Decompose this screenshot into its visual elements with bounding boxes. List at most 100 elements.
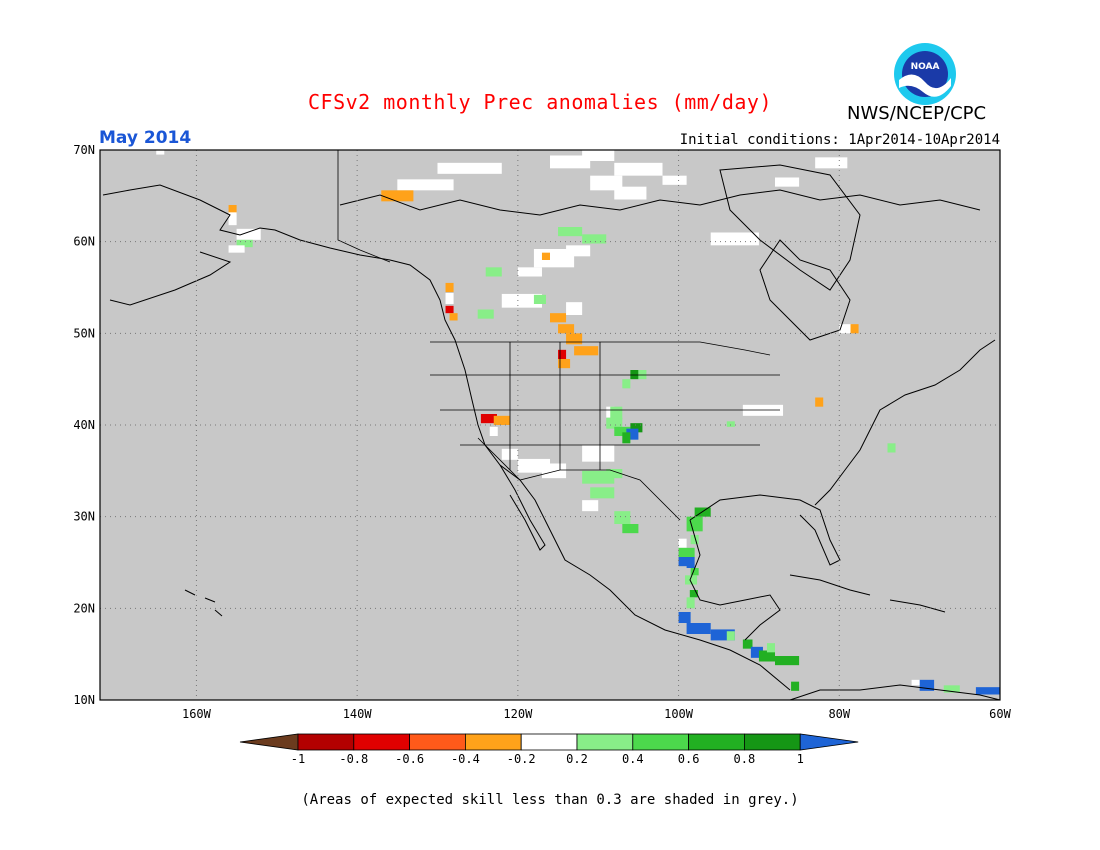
anomaly-cell bbox=[541, 252, 550, 260]
anomaly-cell bbox=[437, 162, 502, 174]
anomaly-cell bbox=[566, 245, 591, 257]
anomaly-cell bbox=[815, 397, 824, 407]
anomaly-cell bbox=[686, 597, 695, 609]
anomaly-cell bbox=[626, 428, 639, 440]
anomaly-cell bbox=[622, 432, 631, 444]
lat-label: 60N bbox=[73, 235, 95, 249]
anomaly-cell bbox=[566, 302, 583, 315]
lat-label: 30N bbox=[73, 510, 95, 524]
anomaly-cell bbox=[236, 228, 261, 240]
logo-label: NOAA bbox=[911, 62, 940, 72]
anomaly-cell bbox=[750, 646, 763, 658]
anomaly-cell bbox=[630, 423, 643, 433]
colorbar-box bbox=[576, 733, 634, 751]
lat-label: 50N bbox=[73, 326, 95, 340]
anomaly-cell bbox=[690, 535, 699, 545]
anomaly-cell bbox=[742, 639, 753, 649]
lat-label: 40N bbox=[73, 418, 95, 432]
anomaly-cell bbox=[775, 177, 800, 187]
anomaly-cell bbox=[678, 538, 687, 548]
colorbar-tick-label: -0.2 bbox=[507, 752, 536, 766]
border-line bbox=[430, 341, 771, 356]
lon-label: 120W bbox=[503, 707, 533, 721]
anomaly-cell bbox=[517, 267, 542, 277]
anomaly-cell bbox=[558, 349, 567, 359]
anomaly-cell bbox=[449, 313, 458, 321]
anomaly-cell bbox=[614, 162, 663, 176]
anomaly-cell bbox=[638, 370, 647, 380]
lon-label: 160W bbox=[182, 707, 212, 721]
organization-label: NWS/NCEP/CPC bbox=[847, 103, 987, 124]
anomaly-cell bbox=[541, 463, 567, 479]
colorbar-tick-label: 0.8 bbox=[734, 752, 756, 766]
anomaly-cell bbox=[566, 333, 583, 345]
anomaly-cell bbox=[678, 557, 691, 567]
grid-lines bbox=[100, 150, 1000, 700]
plot-frame bbox=[99, 149, 1001, 701]
anomaly-cell bbox=[815, 157, 848, 169]
lon-label: 60W bbox=[989, 707, 1011, 721]
colorbar-arrow-left bbox=[239, 733, 299, 751]
anomaly-cell bbox=[710, 232, 759, 246]
anomaly-cell bbox=[445, 282, 454, 293]
anomaly-cell bbox=[477, 309, 494, 319]
anomaly-cell bbox=[606, 417, 623, 429]
anomaly-cell bbox=[582, 146, 615, 161]
anomaly-cell bbox=[445, 305, 454, 314]
anomaly-cell bbox=[590, 487, 615, 499]
colorbar-box bbox=[409, 733, 466, 751]
anomaly-cell bbox=[228, 205, 237, 215]
longitude-labels: 160W 140W 120W 100W 80W 60W bbox=[182, 707, 1012, 721]
colorbar-tick-label: 0.2 bbox=[566, 752, 588, 766]
anomaly-cell bbox=[726, 631, 735, 641]
coastline bbox=[499, 464, 546, 551]
colorbar bbox=[239, 733, 859, 751]
anomaly-cell bbox=[678, 547, 695, 557]
anomaly-cell bbox=[582, 234, 607, 244]
colorbar-labels: -1 -0.8 -0.6 -0.4 -0.2 0.2 0.4 0.6 0.8 1 bbox=[291, 752, 804, 766]
map-title: CFSv2 monthly Prec anomalies (mm/day) bbox=[307, 90, 773, 114]
colorbar-tick-label: 0.6 bbox=[678, 752, 700, 766]
anomaly-cell bbox=[485, 267, 502, 277]
anomaly-cell bbox=[690, 568, 699, 576]
lon-label: 100W bbox=[664, 707, 694, 721]
colorbar-tick-label: 0.4 bbox=[622, 752, 644, 766]
border-line bbox=[337, 150, 391, 263]
lat-label: 70N bbox=[73, 143, 95, 157]
anomaly-cell bbox=[558, 359, 571, 369]
colorbar-box bbox=[297, 733, 355, 751]
anomaly-cell bbox=[689, 590, 698, 598]
lon-label: 80W bbox=[828, 707, 850, 721]
coastline bbox=[339, 189, 981, 216]
anomaly-cell bbox=[726, 421, 735, 427]
colorbar-box bbox=[464, 733, 522, 751]
coastline bbox=[689, 519, 781, 641]
anomaly-cell bbox=[630, 370, 639, 380]
anomaly-cell bbox=[685, 575, 698, 585]
latitude-labels: 70N 60N 50N 40N 30N 20N 10N bbox=[73, 143, 95, 707]
coastline bbox=[204, 597, 216, 603]
initial-conditions: Initial conditions: 1Apr2014-10Apr2014 bbox=[679, 132, 1000, 148]
colorbar-tick-label: -0.8 bbox=[339, 752, 368, 766]
coastlines bbox=[102, 150, 1001, 701]
colorbar-box bbox=[632, 733, 689, 751]
anomaly-cell bbox=[686, 516, 703, 532]
anomaly-cell bbox=[766, 643, 775, 653]
anomaly-cell bbox=[919, 679, 935, 691]
coastline bbox=[789, 574, 871, 596]
anomaly-cell bbox=[686, 557, 695, 568]
anomaly-cell bbox=[606, 406, 615, 418]
anomaly-cell bbox=[574, 346, 599, 356]
coastline bbox=[889, 599, 946, 613]
anomaly-cell bbox=[850, 324, 859, 334]
anomaly-cell bbox=[558, 227, 583, 237]
anomaly-cell bbox=[236, 239, 253, 248]
anomaly-cell bbox=[610, 406, 623, 420]
anomaly-cell bbox=[550, 313, 567, 323]
lat-label: 20N bbox=[73, 601, 95, 615]
coastline bbox=[214, 609, 223, 617]
anomaly-cell bbox=[710, 629, 735, 641]
colorbar-tick-label: -0.6 bbox=[395, 752, 424, 766]
anomaly-cell bbox=[943, 685, 960, 693]
